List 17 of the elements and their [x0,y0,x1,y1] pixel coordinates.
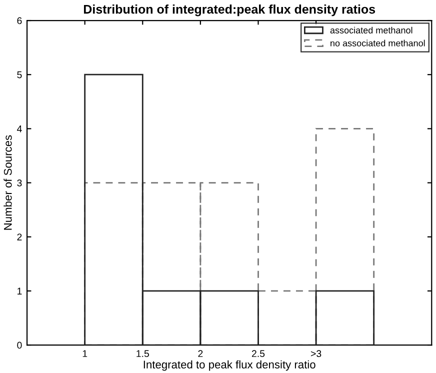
x-axis-title: Integrated to peak flux density ratio [144,360,316,371]
x-tick-label: 2.5 [252,350,265,358]
x-tick-label: >3 [310,350,322,358]
legend-label: no associated methanol [330,40,425,46]
y-tick-label: 1 [18,288,22,294]
x-tick-label: 1 [82,350,88,357]
legend-label: associated methanol [330,26,412,34]
y-tick-label: 5 [17,71,22,78]
y-tick-label: 3 [17,180,22,186]
y-tick-label: 0 [17,342,22,349]
x-tick-label: 2 [198,350,203,357]
y-axis-title: Number of Sources [4,135,12,230]
chart-title: Distribution of integrated:peak flux density ratios [84,4,376,16]
y-tick-label: 4 [16,126,22,132]
y-tick-label: 6 [17,17,22,24]
y-tick-label: 2 [17,234,22,240]
x-tick-label: 1.5 [136,350,149,358]
